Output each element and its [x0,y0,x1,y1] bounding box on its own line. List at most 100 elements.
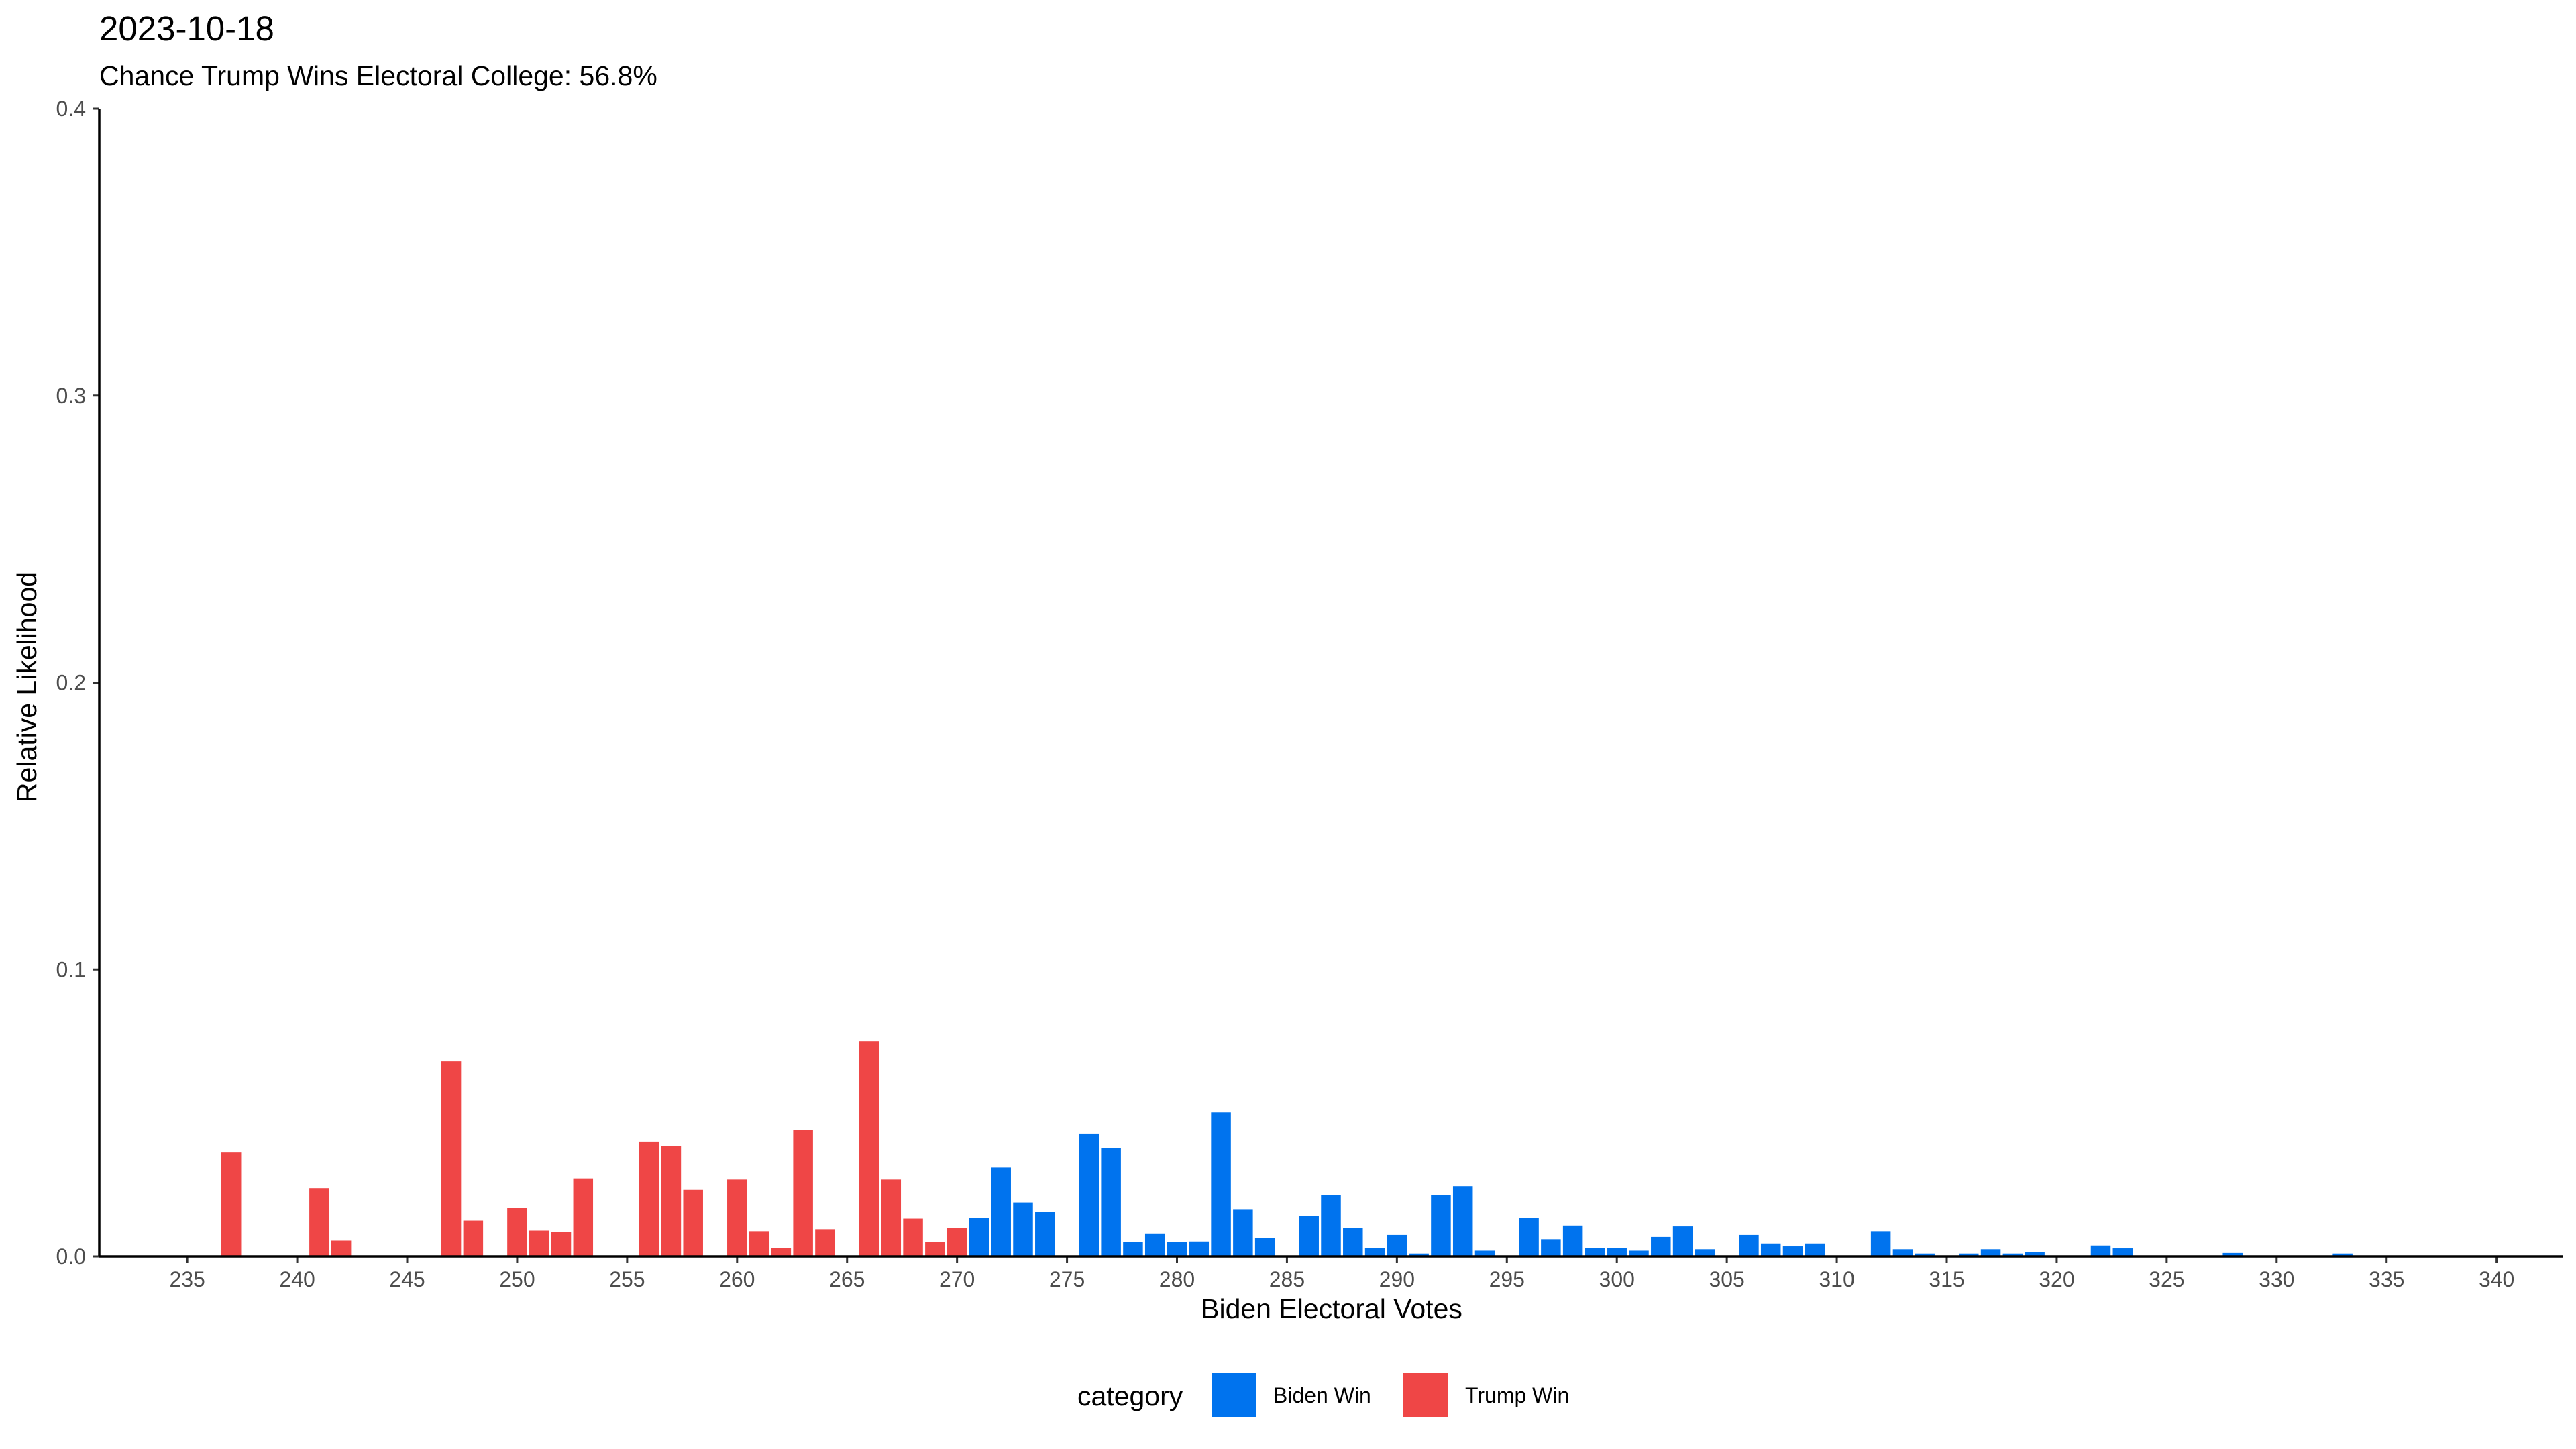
bar-biden-win-290 [1387,1234,1407,1256]
y-tick-label: 0.1 [56,957,86,981]
bar-biden-win-328 [2222,1252,2243,1256]
bar-biden-win-286 [1299,1216,1319,1256]
x-tick-label: 235 [169,1267,205,1291]
bar-biden-win-287 [1321,1195,1341,1256]
bar-biden-win-300 [1607,1248,1627,1256]
bar-trump-win-263 [793,1130,813,1256]
bar-biden-win-294 [1474,1250,1495,1256]
bar-trump-win-256 [639,1141,659,1256]
bar-biden-win-297 [1541,1239,1561,1256]
x-tick-label: 305 [1709,1267,1744,1291]
bar-biden-win-291 [1409,1253,1429,1256]
bar-biden-win-314 [1915,1253,1935,1256]
bar-trump-win-262 [771,1248,792,1256]
bar-trump-win-258 [683,1189,703,1256]
bar-trump-win-237 [221,1152,241,1256]
bar-biden-win-299 [1585,1248,1605,1256]
y-tick-label: 0.2 [56,671,86,695]
legend-label-trump-win: Trump Win [1465,1383,1569,1407]
x-tick-label: 315 [1929,1267,1964,1291]
bar-biden-win-273 [1013,1202,1033,1256]
x-tick-label: 245 [389,1267,425,1291]
chart-title: 2023-10-18 [99,9,274,48]
bar-biden-win-317 [1980,1249,2001,1256]
x-tick-label: 270 [939,1267,975,1291]
x-tick-label: 285 [1269,1267,1305,1291]
bar-trump-win-247 [441,1061,462,1256]
x-tick-label: 325 [2149,1267,2184,1291]
bar-biden-win-274 [1035,1212,1055,1256]
bar-trump-win-270 [947,1228,967,1256]
y-tick-label: 0.3 [56,384,86,408]
x-tick-label: 335 [2369,1267,2404,1291]
bar-biden-win-312 [1870,1231,1891,1256]
bar-biden-win-309 [1805,1243,1825,1256]
y-axis-ticks: 0.0 0.1 0.2 0.3 0.4 [56,97,99,1269]
bar-biden-win-333 [2332,1253,2353,1256]
bar-trump-win-253 [573,1178,594,1256]
bar-biden-win-278 [1123,1242,1143,1256]
bar-biden-win-284 [1254,1238,1275,1256]
bar-biden-win-304 [1695,1249,1715,1256]
bar-biden-win-323 [2112,1248,2133,1256]
bar-trump-win-269 [925,1242,945,1256]
bar-biden-win-272 [991,1167,1011,1256]
bar-trump-win-264 [815,1229,835,1256]
x-tick-label: 295 [1489,1267,1525,1291]
legend-swatch-trump-win [1403,1373,1448,1417]
bar-biden-win-322 [2090,1245,2111,1256]
bar-biden-win-318 [2002,1253,2023,1256]
x-tick-label: 240 [279,1267,315,1291]
bar-biden-win-271 [969,1218,989,1256]
bar-biden-win-313 [1892,1249,1913,1256]
bar-trump-win-267 [881,1179,902,1256]
bar-trump-win-260 [727,1179,747,1256]
bar-biden-win-306 [1739,1234,1759,1256]
x-tick-label: 290 [1379,1267,1415,1291]
bar-trump-win-268 [903,1218,923,1256]
bar-biden-win-280 [1167,1242,1187,1256]
x-tick-label: 255 [609,1267,645,1291]
legend-label-biden-win: Biden Win [1273,1383,1371,1407]
bar-biden-win-293 [1452,1186,1473,1256]
bar-biden-win-292 [1431,1195,1451,1256]
bar-biden-win-319 [2025,1252,2045,1256]
bar-trump-win-261 [749,1231,769,1256]
bar-biden-win-308 [1782,1246,1803,1256]
bar-biden-win-282 [1211,1112,1231,1256]
bars [221,1041,2353,1256]
bar-biden-win-289 [1364,1248,1385,1256]
bar-biden-win-301 [1629,1250,1649,1256]
bar-biden-win-316 [1959,1253,1979,1256]
bar-trump-win-257 [661,1146,682,1256]
bar-biden-win-296 [1519,1218,1539,1256]
bar-biden-win-276 [1079,1133,1099,1256]
x-axis-title: Biden Electoral Votes [1201,1293,1462,1324]
x-tick-label: 310 [1819,1267,1854,1291]
y-tick-label: 0.4 [56,97,86,121]
bar-biden-win-302 [1651,1236,1671,1256]
x-tick-label: 330 [2259,1267,2294,1291]
y-axis-title: Relative Likelihood [11,572,42,802]
x-axis-ticks: 235 240 245 250 255 260 265 270 275 280 285 290 295 3… [169,1256,2514,1291]
bar-biden-win-279 [1144,1233,1165,1256]
legend-title: category [1077,1381,1183,1411]
bar-trump-win-250 [507,1208,527,1256]
bar-trump-win-241 [309,1188,329,1256]
bar-biden-win-298 [1562,1225,1583,1256]
chart-subtitle: Chance Trump Wins Electoral College: 56.… [99,60,657,91]
bar-trump-win-242 [331,1240,352,1256]
bar-trump-win-248 [463,1220,484,1256]
bar-biden-win-307 [1760,1243,1781,1256]
x-tick-label: 265 [829,1267,865,1291]
x-tick-label: 340 [2479,1267,2514,1291]
x-tick-label: 260 [719,1267,755,1291]
bar-biden-win-303 [1672,1226,1693,1256]
x-tick-label: 280 [1159,1267,1195,1291]
bar-biden-win-283 [1233,1209,1253,1256]
x-tick-label: 275 [1049,1267,1085,1291]
x-tick-label: 300 [1599,1267,1635,1291]
legend-swatch-biden-win [1212,1373,1256,1417]
x-tick-label: 250 [499,1267,535,1291]
